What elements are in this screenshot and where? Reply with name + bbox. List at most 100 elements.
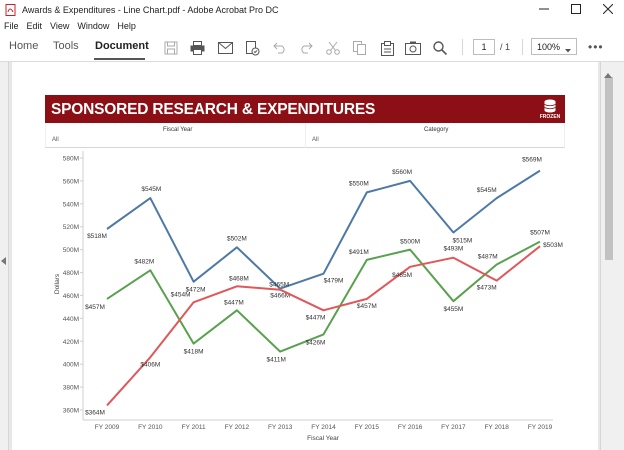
page-number-input[interactable]: 1 — [473, 39, 495, 55]
page-total: / 1 — [500, 42, 511, 52]
tab-tools[interactable]: Tools — [53, 40, 79, 52]
data-label: $406M — [140, 361, 160, 368]
tab-home[interactable]: Home — [9, 40, 39, 52]
frozen-badge: FROZEN — [539, 98, 561, 120]
data-label: $507M — [530, 230, 550, 237]
email-icon[interactable] — [217, 40, 233, 56]
x-tick-label: FY 2015 — [355, 424, 380, 431]
data-label: $468M — [229, 275, 249, 282]
data-label: $457M — [85, 304, 105, 311]
redo-icon[interactable] — [298, 40, 314, 56]
window-title: Awards & Expenditures - Line Chart.pdf -… — [22, 4, 279, 15]
maximize-icon — [571, 1, 581, 19]
data-label: $472M — [186, 287, 206, 294]
menu-file[interactable]: File — [4, 21, 19, 31]
data-label: $550M — [349, 180, 369, 187]
data-label: $473M — [477, 285, 497, 292]
report-banner: SPONSORED RESEARCH & EXPENDITURES FROZEN — [45, 95, 565, 123]
y-tick-label: 500M — [63, 247, 79, 254]
filter-title-category: Category — [424, 127, 449, 133]
save-icon[interactable] — [163, 40, 179, 56]
y-tick-label: 480M — [63, 270, 79, 277]
filter-value-fiscal-year[interactable]: All — [52, 137, 59, 143]
search-icon[interactable] — [432, 40, 448, 56]
scroll-down-icon[interactable] — [604, 443, 612, 450]
data-label: $447M — [224, 299, 244, 306]
data-label: $545M — [477, 187, 497, 194]
menu-view[interactable]: View — [50, 21, 70, 31]
cut-icon[interactable] — [325, 40, 341, 56]
data-label: $493M — [443, 246, 463, 253]
y-tick-label: 380M — [63, 385, 79, 392]
paste-icon[interactable] — [379, 40, 395, 56]
y-tick-label: 520M — [63, 224, 79, 231]
x-tick-label: FY 2014 — [311, 424, 336, 431]
line-chart: 360M 380M 400M 420M 440M 460M 480M 500M 520M 540M… — [54, 151, 563, 442]
close-button[interactable] — [592, 0, 624, 19]
undo-icon[interactable] — [272, 40, 288, 56]
data-label: $569M — [522, 157, 542, 164]
x-tick-label: FY 2010 — [138, 424, 163, 431]
data-label: $411M — [266, 357, 285, 364]
expand-left-panel-icon[interactable] — [1, 252, 6, 270]
print-icon[interactable] — [189, 40, 205, 56]
minimize-button[interactable] — [528, 0, 560, 19]
y-tick-label: 540M — [63, 201, 79, 208]
data-label: $482M — [134, 258, 154, 265]
data-label: $487M — [478, 254, 498, 261]
zoom-value: 100% — [537, 41, 561, 52]
data-label: $518M — [87, 233, 107, 240]
x-tick-label: FY 2016 — [398, 424, 423, 431]
scrollbar-thumb[interactable] — [605, 77, 613, 260]
data-label: $485M — [392, 272, 412, 279]
filter-divider — [305, 123, 306, 148]
data-label: $491M — [349, 249, 369, 256]
filter-value-category[interactable]: All — [312, 137, 319, 143]
data-label: $457M — [357, 303, 377, 310]
frozen-label: FROZEN — [539, 114, 561, 120]
protect-icon[interactable] — [244, 40, 260, 56]
y-tick-label: 440M — [63, 316, 79, 323]
series-line — [106, 169, 541, 290]
menu-bar: File Edit View Window Help — [0, 19, 140, 33]
filter-bar: Fiscal Year All Category All — [45, 123, 565, 148]
scroll-up-icon[interactable] — [604, 65, 612, 83]
main-toolbar: Home Tools Document — [0, 33, 624, 62]
title-bar: Awards & Expenditures - Line Chart.pdf -… — [0, 0, 624, 19]
data-label: $545M — [141, 186, 161, 193]
data-label: $503M — [543, 242, 563, 249]
x-tick-label: FY 2019 — [528, 424, 553, 431]
y-tick-label: 580M — [63, 156, 79, 163]
x-tick-label: FY 2018 — [484, 424, 509, 431]
data-label: $447M — [306, 314, 326, 321]
data-label: $502M — [227, 235, 247, 242]
left-panel-collapsed[interactable] — [0, 62, 9, 450]
maximize-button[interactable] — [560, 0, 592, 19]
report-title: SPONSORED RESEARCH & EXPENDITURES — [51, 101, 376, 118]
toolbar-separator — [462, 39, 463, 55]
data-label: $418M — [184, 349, 204, 356]
y-tick-label: 360M — [63, 408, 79, 415]
data-label: $560M — [392, 169, 412, 176]
zoom-select[interactable]: 100% — [531, 38, 577, 55]
data-label: $455M — [443, 306, 463, 313]
y-tick-label: 420M — [63, 339, 79, 346]
menu-help[interactable]: Help — [117, 21, 136, 31]
snapshot-icon[interactable] — [405, 40, 421, 56]
x-axis-title: Fiscal Year — [307, 435, 340, 442]
data-label: $454M — [171, 291, 191, 298]
series-line — [106, 245, 541, 407]
x-tick-label: FY 2012 — [225, 424, 250, 431]
document-viewport — [0, 62, 624, 450]
toolbar-separator — [522, 39, 523, 55]
menu-window[interactable]: Window — [77, 21, 110, 31]
close-icon — [602, 1, 614, 19]
minimize-icon — [539, 1, 549, 19]
more-options-icon[interactable]: ••• — [588, 40, 604, 54]
data-label: $465M — [269, 282, 289, 289]
data-label: $364M — [85, 409, 105, 416]
tab-document[interactable]: Document — [95, 40, 149, 52]
menu-edit[interactable]: Edit — [26, 21, 43, 31]
y-tick-label: 460M — [63, 293, 79, 300]
copy-icon[interactable] — [352, 40, 368, 56]
